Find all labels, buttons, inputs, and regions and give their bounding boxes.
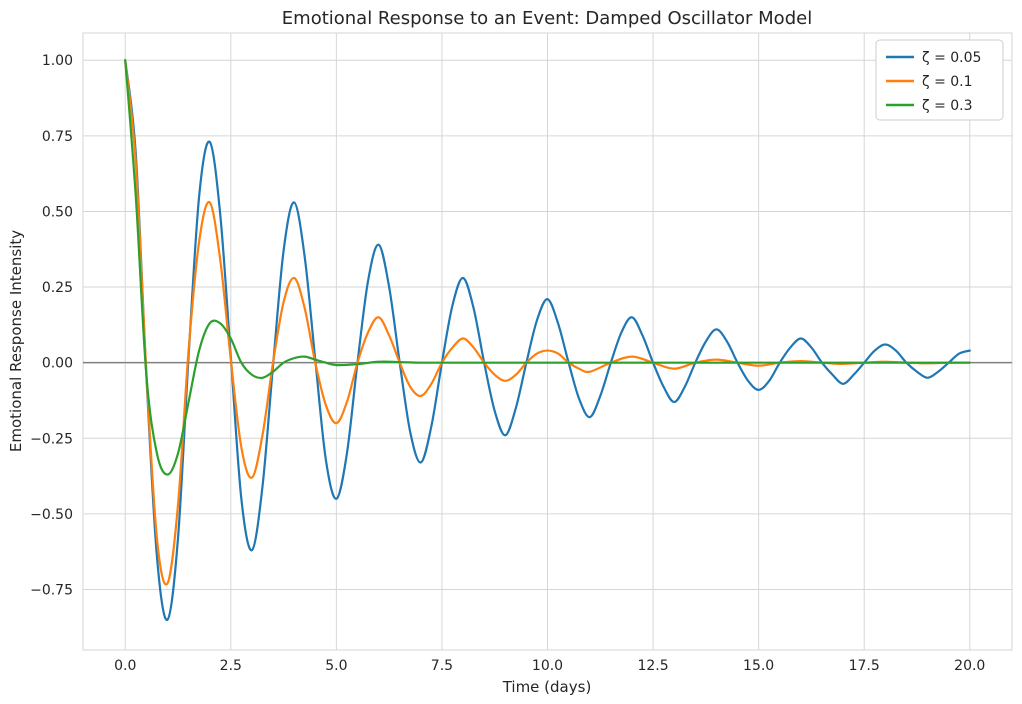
x-tick-label: 12.5 [637, 658, 668, 674]
x-tick-label: 7.5 [431, 658, 453, 674]
series-line-3 [124, 59, 971, 476]
x-axis-label: Time (days) [502, 678, 592, 696]
x-tick-label: 17.5 [849, 658, 880, 674]
y-tick-label: −0.25 [30, 431, 73, 447]
x-tick-label: 5.0 [325, 658, 347, 674]
y-tick-label: 0.50 [42, 204, 73, 220]
y-tick-label: 1.00 [42, 53, 73, 69]
series-layer [124, 59, 971, 621]
y-tick-label: 0.25 [42, 280, 73, 296]
y-tick-label: −0.50 [30, 507, 73, 523]
y-axis-label: Emotional Response Intensity [7, 230, 25, 452]
legend-box [875, 39, 1004, 121]
y-tick-label: −0.75 [30, 583, 73, 599]
x-tick-label: 20.0 [954, 658, 985, 674]
x-tick-label: 10.0 [532, 658, 563, 674]
x-tick-label: 0.0 [114, 658, 136, 674]
x-tick-label: 15.0 [743, 658, 774, 674]
legend-label-1: ζ = 0.05 [922, 50, 981, 66]
legend: ζ = 0.05 ζ = 0.1 ζ = 0.3 [875, 39, 1004, 121]
legend-label-3: ζ = 0.3 [922, 98, 973, 114]
y-tick-label: 0.75 [42, 129, 73, 145]
legend-label-2: ζ = 0.1 [922, 74, 973, 90]
x-tick-label: 2.5 [220, 658, 242, 674]
y-tick-labels: −0.75 −0.50 −0.25 0.00 0.25 0.50 0.75 1.00 [30, 53, 73, 598]
y-tick-label: 0.00 [42, 356, 73, 372]
x-tick-labels: 0.0 2.5 5.0 7.5 10.0 12.5 15.0 17.5 20.0 [114, 658, 985, 674]
series-line-1 [124, 59, 971, 621]
chart-title: Emotional Response to an Event: Damped O… [282, 8, 812, 29]
